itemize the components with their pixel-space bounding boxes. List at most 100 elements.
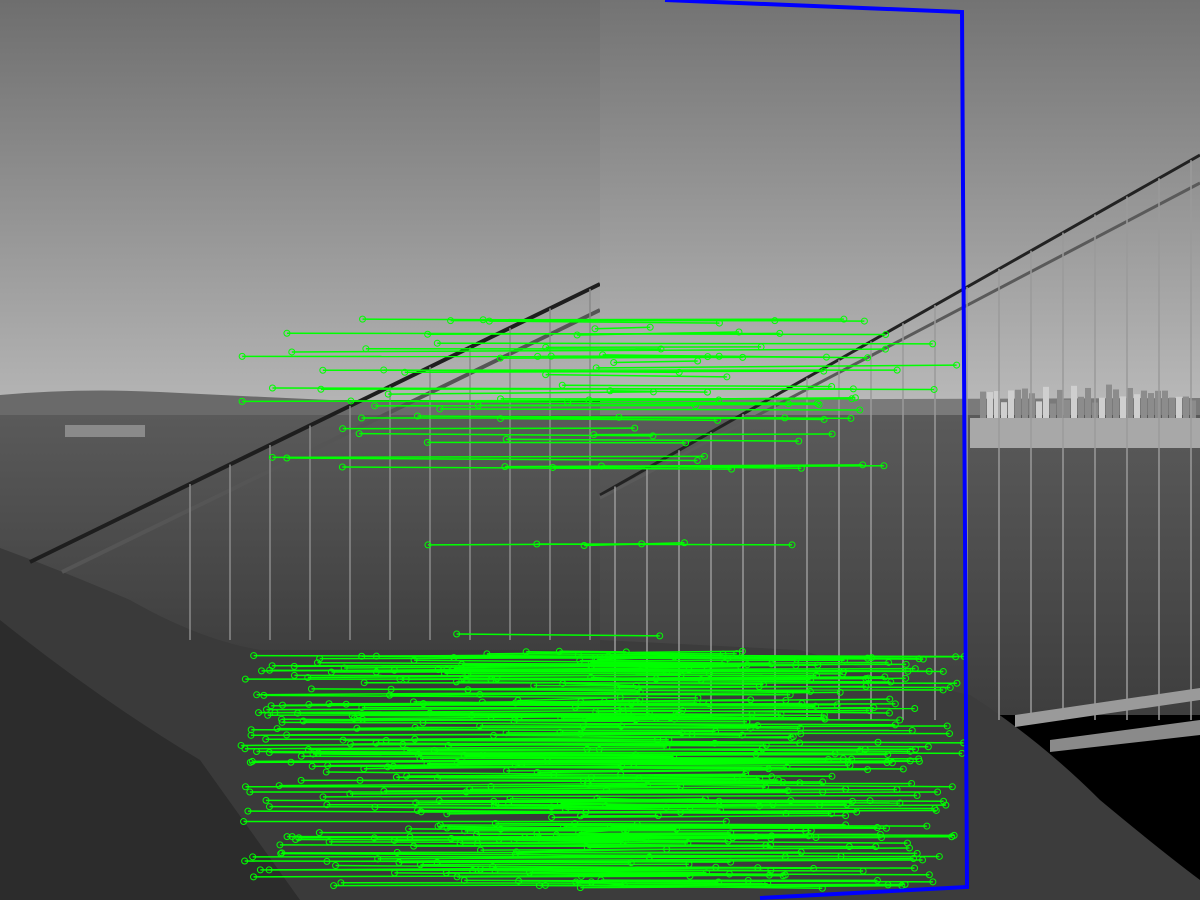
match-line bbox=[575, 706, 623, 710]
keypoint bbox=[309, 750, 317, 758]
match-line bbox=[277, 727, 716, 733]
keypoint bbox=[864, 766, 872, 774]
keypoint bbox=[781, 871, 789, 879]
match-line bbox=[253, 874, 786, 878]
match-line bbox=[250, 758, 829, 764]
keypoint bbox=[460, 752, 468, 760]
match-line bbox=[414, 736, 794, 740]
match-line bbox=[506, 438, 799, 442]
keypoint bbox=[405, 825, 413, 833]
keypoint bbox=[350, 715, 358, 723]
keypoint bbox=[265, 748, 273, 756]
keypoint bbox=[873, 876, 881, 884]
building bbox=[980, 391, 986, 420]
keypoint bbox=[942, 801, 950, 809]
keypoint bbox=[902, 674, 910, 682]
keypoint bbox=[242, 783, 250, 791]
match-line bbox=[469, 786, 766, 791]
match-line bbox=[340, 881, 768, 885]
keypoint bbox=[453, 759, 461, 767]
keypoint bbox=[497, 395, 505, 403]
keypoint bbox=[882, 824, 890, 832]
keypoint bbox=[332, 862, 340, 870]
match-line bbox=[349, 791, 938, 795]
keypoint bbox=[384, 390, 392, 398]
keypoint bbox=[617, 722, 625, 730]
keypoint bbox=[645, 853, 653, 861]
match-line bbox=[286, 457, 698, 462]
road bbox=[1015, 688, 1200, 727]
keypoint bbox=[619, 704, 627, 712]
keypoint bbox=[317, 385, 325, 393]
building bbox=[1022, 388, 1028, 420]
match-line bbox=[333, 883, 906, 887]
keypoint bbox=[738, 731, 746, 739]
keypoint bbox=[359, 716, 367, 724]
keypoint bbox=[788, 541, 796, 549]
keypoint bbox=[703, 663, 711, 671]
keypoint bbox=[881, 673, 889, 681]
keypoint bbox=[940, 797, 948, 805]
keypoint bbox=[815, 400, 823, 408]
keypoint bbox=[268, 384, 276, 392]
keypoint bbox=[610, 358, 618, 366]
match-line bbox=[480, 868, 771, 872]
keypoint bbox=[515, 877, 523, 885]
match-line bbox=[533, 684, 951, 689]
match-line bbox=[594, 326, 651, 330]
match-line bbox=[323, 794, 918, 798]
keypoint bbox=[700, 452, 708, 460]
keypoint bbox=[764, 879, 772, 887]
keypoint bbox=[820, 415, 828, 423]
keypoint bbox=[851, 394, 859, 402]
keypoint bbox=[443, 810, 451, 818]
match-line bbox=[509, 798, 944, 803]
feature-matches bbox=[237, 315, 968, 892]
match-line bbox=[562, 384, 832, 388]
match-line bbox=[291, 348, 886, 353]
keypoint bbox=[872, 843, 880, 851]
match-line bbox=[618, 709, 890, 714]
keypoint bbox=[911, 745, 919, 753]
match-line bbox=[517, 696, 621, 702]
match-line bbox=[331, 670, 908, 673]
keypoint bbox=[424, 541, 432, 549]
keypoint bbox=[380, 366, 388, 374]
keypoint bbox=[939, 667, 947, 675]
keypoint bbox=[902, 660, 910, 668]
keypoint bbox=[860, 317, 868, 325]
match-line bbox=[427, 332, 780, 335]
keypoint bbox=[891, 700, 899, 708]
keypoint bbox=[856, 406, 864, 414]
keypoint bbox=[680, 539, 688, 547]
match-line bbox=[456, 681, 764, 685]
keypoint bbox=[359, 315, 367, 323]
keypoint bbox=[859, 461, 867, 469]
keypoint bbox=[246, 788, 254, 796]
keypoint bbox=[910, 855, 918, 863]
building bbox=[1155, 390, 1161, 420]
match-line bbox=[545, 373, 727, 378]
keypoint bbox=[585, 396, 593, 404]
match-line bbox=[241, 742, 800, 747]
keypoint bbox=[845, 843, 853, 851]
keypoint bbox=[250, 652, 258, 660]
match-line bbox=[489, 320, 720, 324]
building bbox=[1036, 401, 1042, 420]
keypoint bbox=[836, 688, 844, 696]
keypoint bbox=[347, 397, 355, 405]
match-line bbox=[271, 702, 802, 707]
match-line bbox=[253, 654, 872, 659]
keypoint bbox=[935, 852, 943, 860]
building bbox=[1183, 396, 1189, 420]
keypoint bbox=[430, 746, 438, 754]
keypoint bbox=[358, 703, 366, 711]
keypoint bbox=[908, 779, 916, 787]
keypoint bbox=[447, 317, 455, 325]
keypoint bbox=[901, 880, 909, 888]
match-line bbox=[399, 676, 885, 680]
match-line bbox=[495, 822, 846, 826]
keypoint bbox=[450, 665, 458, 673]
match-line bbox=[244, 860, 731, 863]
match-line bbox=[580, 884, 902, 889]
